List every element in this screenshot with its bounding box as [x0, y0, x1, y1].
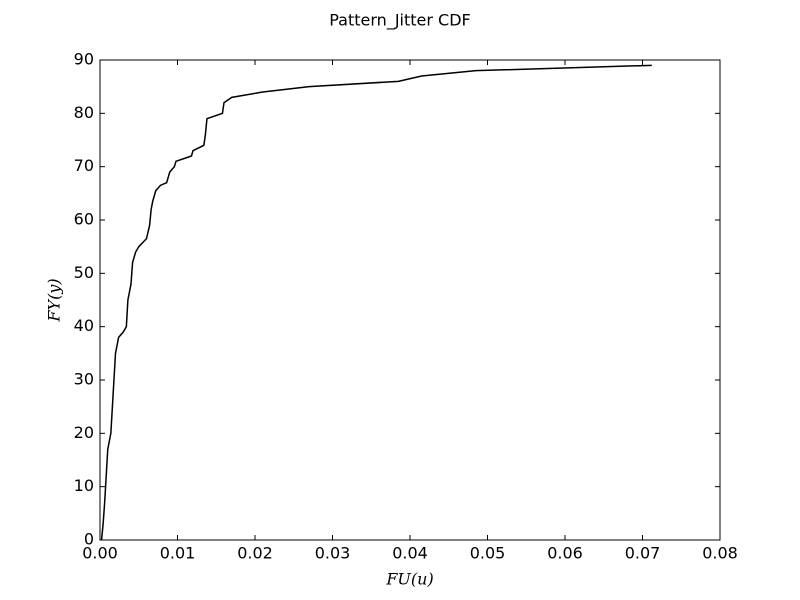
y-tick-label: 0 — [84, 530, 94, 549]
y-tick-label: 40 — [74, 316, 94, 335]
y-tick-label: 20 — [74, 423, 94, 442]
x-axis-label: FU(u) — [385, 570, 433, 589]
y-axis-label: FY(y) — [45, 278, 64, 322]
y-tick-label: 10 — [74, 476, 94, 495]
x-tick-label: 0.03 — [315, 544, 351, 563]
y-tick-label: 90 — [74, 50, 94, 69]
x-tick-label: 0.02 — [237, 544, 273, 563]
x-tick-label: 0.04 — [392, 544, 428, 563]
chart-title: Pattern_Jitter CDF — [329, 11, 470, 31]
x-tick-label: 0.00 — [82, 544, 118, 563]
y-tick-label: 80 — [74, 103, 94, 122]
x-tick-label: 0.07 — [625, 544, 661, 563]
x-tick-label: 0.08 — [702, 544, 738, 563]
y-tick-label: 60 — [74, 210, 94, 229]
y-tick-label: 70 — [74, 156, 94, 175]
x-tick-label: 0.05 — [470, 544, 506, 563]
cdf-line — [100, 64, 652, 541]
x-tick-label: 0.06 — [547, 544, 583, 563]
y-tick-label: 30 — [74, 370, 94, 389]
x-tick-label: 0.01 — [160, 544, 196, 563]
y-tick-label: 50 — [74, 263, 94, 282]
